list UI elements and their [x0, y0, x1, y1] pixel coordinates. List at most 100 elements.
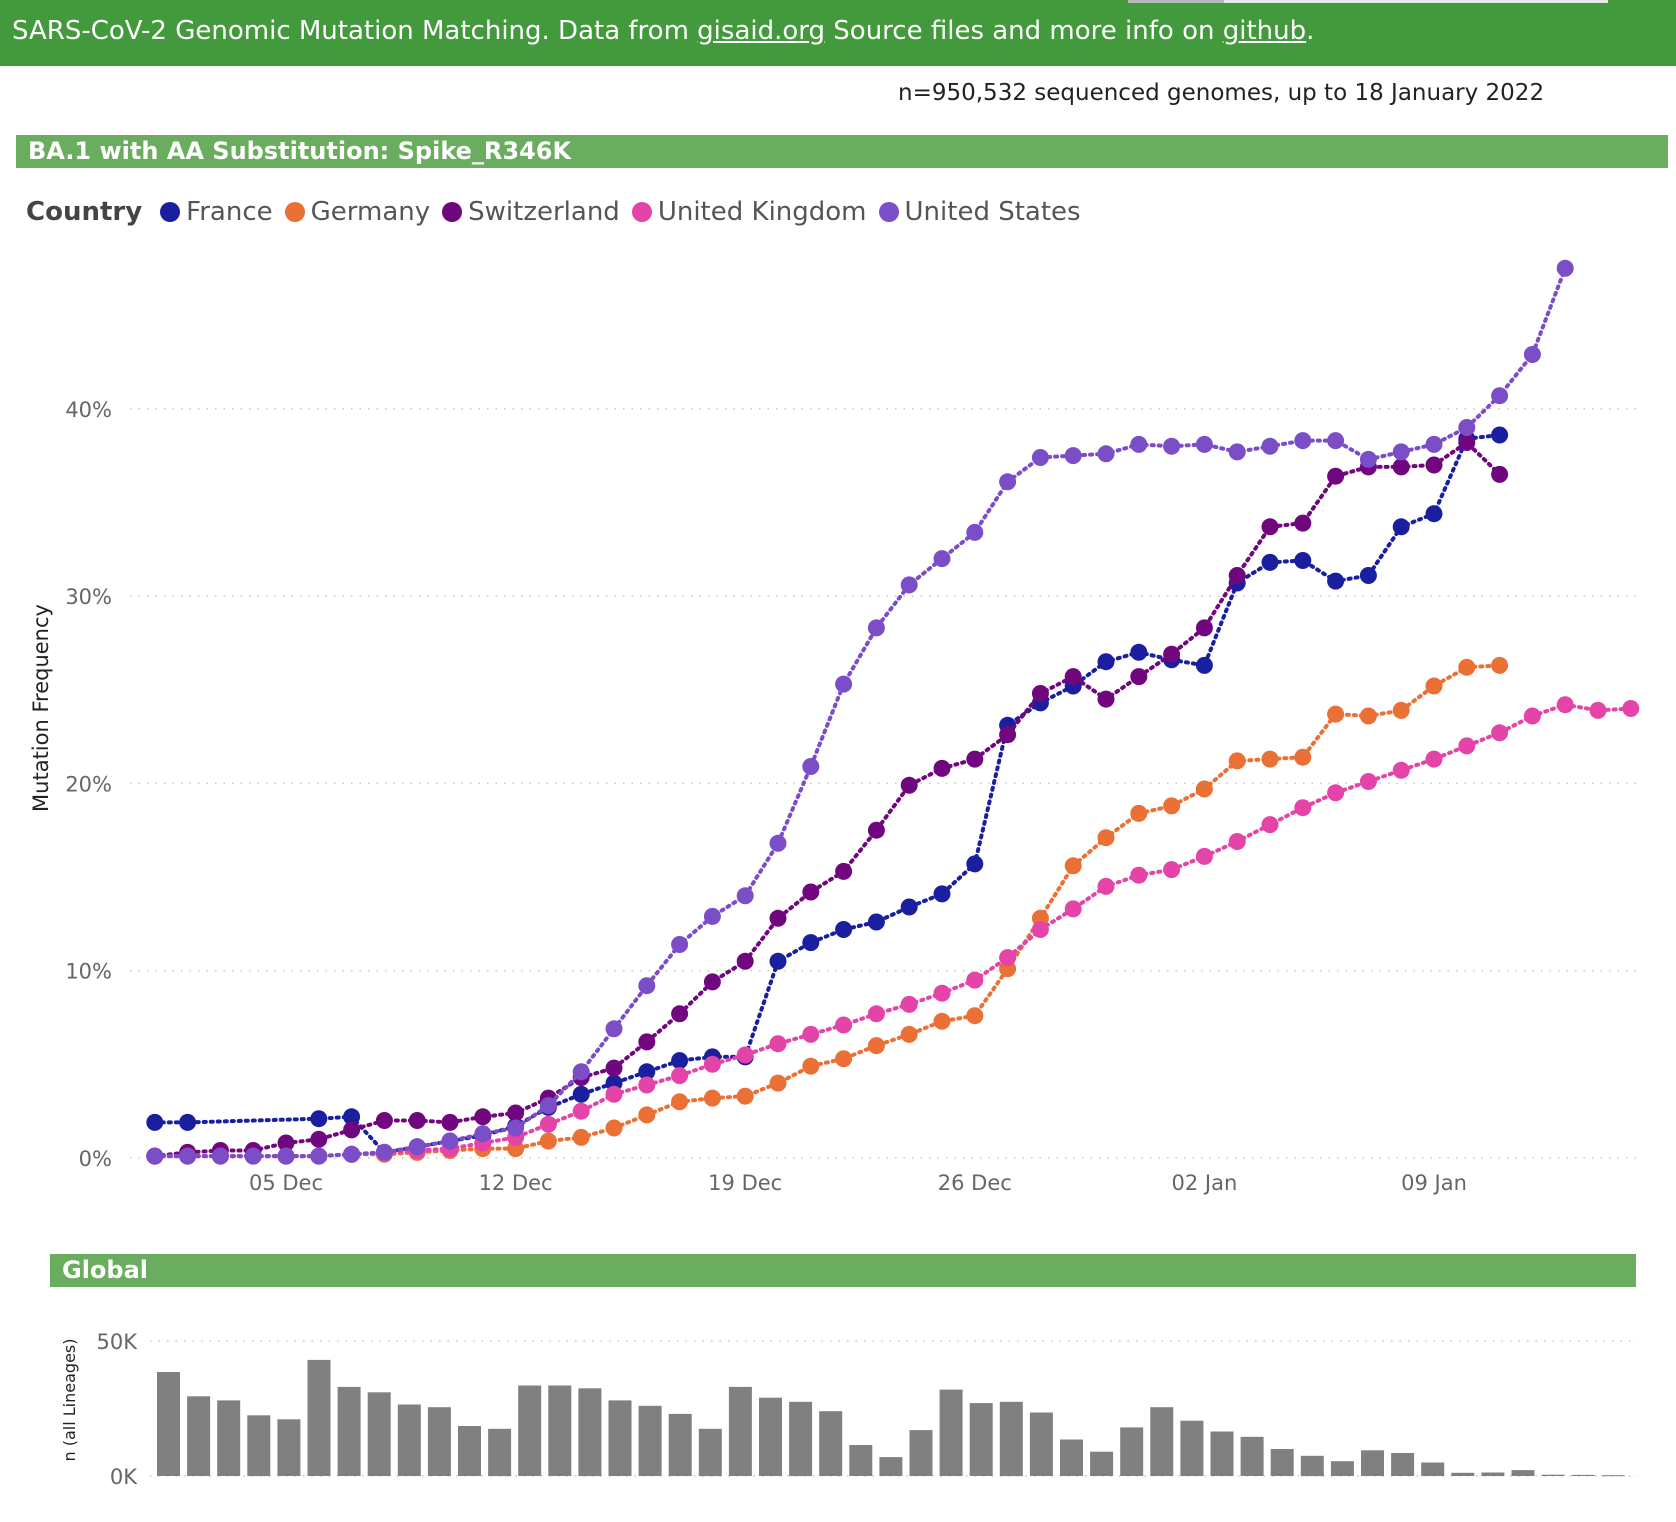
bar — [157, 1372, 180, 1476]
bar — [307, 1359, 331, 1476]
data-point-united-kingdom — [1097, 877, 1115, 895]
data-point-switzerland — [507, 1104, 525, 1122]
data-point-switzerland — [1261, 518, 1279, 536]
data-point-germany — [605, 1119, 623, 1137]
bar — [608, 1400, 632, 1476]
data-point-united-kingdom — [605, 1085, 623, 1103]
bar — [879, 1457, 903, 1476]
bar — [728, 1386, 752, 1476]
github-link[interactable]: github — [1222, 16, 1307, 46]
bar-y-tick-label: 0K — [110, 1465, 138, 1489]
data-point-switzerland — [1458, 434, 1476, 451]
data-point-switzerland — [1097, 690, 1115, 708]
bar — [427, 1407, 451, 1476]
bar — [1511, 1470, 1535, 1476]
data-point-united-kingdom — [835, 1016, 853, 1034]
data-point-united-kingdom — [572, 1102, 590, 1120]
data-point-united-kingdom — [769, 1035, 787, 1053]
x-tick-label: 09 Jan — [1401, 1171, 1467, 1195]
data-point-united-kingdom — [736, 1046, 754, 1064]
data-point-switzerland — [638, 1033, 656, 1051]
data-point-switzerland — [277, 1134, 295, 1152]
mutation-section-title: BA.1 with AA Substitution: Spike_R346K — [16, 135, 1668, 168]
horizontal-scrollbar[interactable] — [1128, 0, 1608, 3]
data-point-switzerland — [1195, 619, 1213, 637]
data-point-france — [1294, 552, 1312, 569]
legend-item-germany[interactable]: Germany — [284, 197, 430, 227]
series-switzerland — [146, 434, 1509, 1165]
legend-marker — [442, 202, 463, 222]
data-point-switzerland — [671, 1005, 689, 1023]
data-point-switzerland — [703, 973, 721, 991]
data-point-united-kingdom — [933, 984, 951, 1002]
bar — [518, 1385, 542, 1476]
y-tick-label: 20% — [65, 772, 112, 796]
y-tick-label: 40% — [65, 398, 112, 422]
header-text-before: SARS-CoV-2 Genomic Mutation Matching. Da… — [12, 16, 698, 46]
data-point-germany — [1327, 705, 1345, 723]
bar — [1330, 1461, 1354, 1476]
data-point-united-states — [769, 834, 787, 852]
data-point-united-states — [1097, 445, 1115, 463]
gisaid-link[interactable]: gisaid.org — [697, 16, 826, 46]
bar — [638, 1405, 662, 1476]
bar — [759, 1397, 782, 1476]
x-tick-label: 12 Dec — [479, 1171, 553, 1195]
bar — [458, 1426, 481, 1476]
data-point-united-kingdom — [900, 995, 918, 1013]
data-point-united-kingdom — [1163, 861, 1181, 879]
data-point-france — [802, 934, 820, 952]
series-line-germany — [152, 663, 1502, 1159]
data-point-france — [966, 855, 984, 873]
data-point-united-states — [1359, 450, 1377, 468]
scrollbar-thumb[interactable] — [1128, 0, 1224, 3]
bar — [1029, 1412, 1053, 1476]
data-point-germany — [1064, 857, 1082, 875]
data-point-switzerland — [1064, 668, 1082, 686]
data-point-france — [835, 921, 853, 938]
data-point-united-states — [572, 1063, 590, 1081]
bar — [1571, 1474, 1595, 1476]
bar — [1361, 1450, 1384, 1476]
data-point-united-states — [802, 758, 820, 775]
data-point-germany — [1294, 748, 1312, 766]
data-point-switzerland — [1491, 465, 1509, 483]
legend-item-united-states[interactable]: United States — [878, 197, 1081, 227]
data-point-united-kingdom — [1523, 707, 1541, 725]
data-point-switzerland — [1228, 567, 1246, 584]
bar — [999, 1401, 1023, 1477]
header-text-after: . — [1306, 16, 1315, 46]
data-point-united-states — [179, 1147, 197, 1165]
data-point-germany — [867, 1037, 885, 1055]
data-point-united-states — [736, 887, 754, 905]
bar — [247, 1415, 271, 1477]
data-point-united-kingdom — [1294, 799, 1312, 817]
data-point-germany — [1228, 752, 1246, 770]
bar — [1240, 1436, 1264, 1476]
legend-item-switzerland[interactable]: Switzerland — [442, 197, 620, 227]
data-point-switzerland — [736, 952, 754, 970]
legend-title: Country — [26, 197, 143, 227]
x-tick-label: 05 Dec — [249, 1171, 323, 1195]
data-point-united-states — [1031, 449, 1049, 466]
data-point-france — [1491, 426, 1509, 444]
legend-item-united-kingdom[interactable]: United Kingdom — [631, 197, 867, 227]
series-germany — [146, 656, 1509, 1165]
data-point-united-states — [900, 576, 918, 594]
data-point-france — [867, 913, 885, 931]
global-section-title: Global — [50, 1254, 1636, 1287]
legend-item-france[interactable]: France — [160, 197, 273, 227]
data-point-germany — [1425, 677, 1443, 695]
data-point-united-states — [1163, 437, 1181, 455]
data-point-france — [1327, 572, 1345, 590]
bar — [819, 1411, 843, 1476]
data-point-united-kingdom — [671, 1067, 689, 1085]
series-line-united-states — [152, 266, 1568, 1159]
data-point-germany — [1491, 656, 1509, 674]
series-united-kingdom — [146, 696, 1640, 1165]
data-point-united-kingdom — [966, 971, 984, 989]
legend-label: Switzerland — [468, 197, 620, 227]
data-point-france — [900, 898, 918, 916]
data-point-united-states — [1556, 259, 1574, 277]
